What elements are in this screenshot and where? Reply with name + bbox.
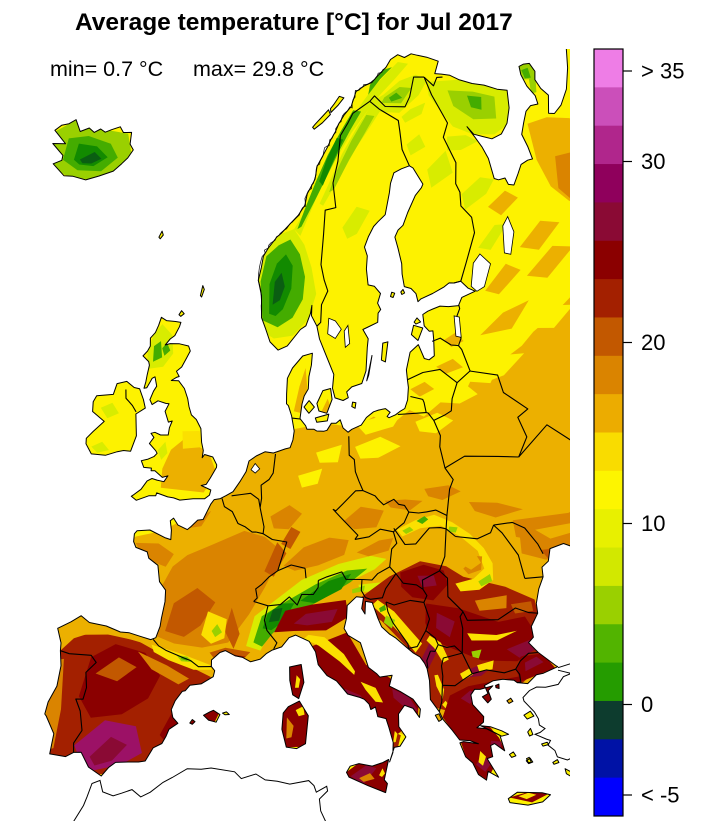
svg-text:30: 30	[641, 149, 665, 174]
svg-text:20: 20	[641, 330, 665, 355]
svg-text:> 35: > 35	[641, 59, 684, 84]
svg-text:10: 10	[641, 511, 665, 536]
svg-text:< -5: < -5	[641, 783, 680, 808]
svg-text:0: 0	[641, 692, 653, 717]
